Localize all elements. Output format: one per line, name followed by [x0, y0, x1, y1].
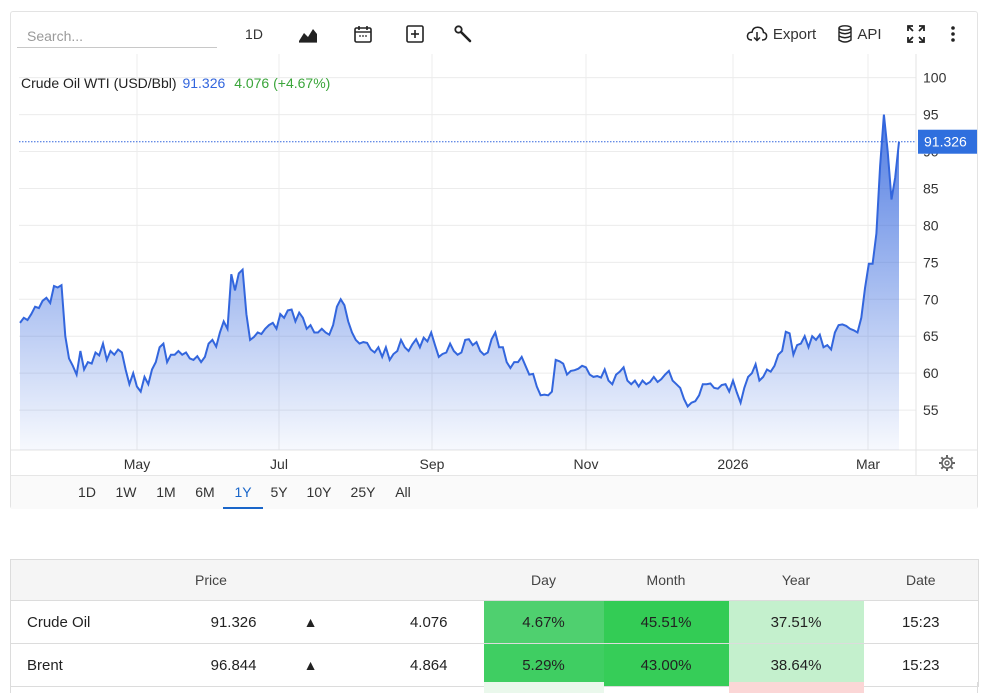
range-button-1y[interactable]: 1Y [234, 484, 252, 500]
legend-price: 91.326 [182, 75, 226, 91]
export-button[interactable]: Export [744, 22, 818, 46]
range-button-all[interactable]: All [395, 484, 411, 500]
range-button-10y[interactable]: 10Y [306, 484, 332, 500]
export-label: Export [772, 25, 817, 43]
range-selector: 1D 1W 1M 6M 1Y 5Y 10Y 25Y All [11, 475, 977, 509]
search-input[interactable] [17, 24, 217, 48]
header-month[interactable]: Month [603, 559, 729, 601]
header-arrow [270, 559, 351, 601]
commodity-price: 96.844 [150, 643, 271, 687]
month-change: 45.51% [603, 600, 729, 644]
range-button-1w[interactable]: 1W [115, 484, 137, 500]
api-button[interactable]: API [837, 22, 883, 46]
quote-date: 15:23 [863, 643, 979, 687]
y-tick-label: 75 [923, 254, 939, 270]
day-change: 4.67% [483, 600, 604, 644]
add-indicator-icon[interactable] [403, 22, 427, 46]
x-tick-label: Nov [574, 456, 599, 472]
last-price-label-bg [918, 129, 977, 154]
commodity-name[interactable]: Crude Oil [10, 600, 151, 644]
up-arrow-icon: ▲ [270, 643, 351, 687]
chart-card: 1D Export API 556065707580859095 [10, 11, 978, 509]
y-tick-label: 70 [923, 291, 939, 307]
chart-settings-icon[interactable] [939, 455, 955, 471]
range-button-1m[interactable]: 1M [156, 484, 176, 500]
fullscreen-icon[interactable] [904, 22, 928, 46]
cloud-download-icon [746, 26, 768, 42]
more-options-icon[interactable] [943, 22, 963, 46]
legend-change: 4.076 (+4.67%) [234, 75, 331, 91]
y-tick-label: 100 [923, 70, 947, 86]
commodity-change: 4.864 [350, 643, 484, 687]
header-date[interactable]: Date [863, 559, 979, 601]
table-row[interactable]: Brent 96.844 ▲ 4.864 5.29% 43.00% 38.64%… [10, 643, 979, 687]
interval-button[interactable]: 1D [245, 26, 263, 42]
header-name [10, 559, 151, 601]
wrench-icon[interactable] [451, 22, 475, 46]
header-year[interactable]: Year [728, 559, 864, 601]
table-next-row-partial [10, 682, 978, 693]
chart-legend: Crude Oil WTI (USD/Bbl) 91.326 4.076 (+4… [21, 75, 330, 91]
range-button-25y[interactable]: 25Y [350, 484, 376, 500]
quote-date: 15:23 [863, 600, 979, 644]
day-change: 5.29% [483, 643, 604, 687]
x-tick-label: Jul [270, 456, 288, 472]
price-chart[interactable]: 556065707580859095100 MayJulSepNov2026Ma… [11, 12, 977, 475]
table-header-row: Price Day Month Year Date [10, 559, 979, 601]
header-day[interactable]: Day [483, 559, 604, 601]
y-tick-label: 65 [923, 328, 939, 344]
x-tick-label: May [124, 456, 150, 472]
y-tick-label: 55 [923, 402, 939, 418]
y-tick-label: 60 [923, 365, 939, 381]
calendar-icon[interactable] [351, 22, 375, 46]
x-tick-label: 2026 [717, 456, 748, 472]
last-price-label: 91.326 [924, 134, 967, 150]
quotes-table: Price Day Month Year Date Crude Oil 91.3… [10, 559, 979, 687]
database-icon [838, 25, 853, 43]
range-button-1d[interactable]: 1D [78, 484, 96, 500]
y-tick-label: 80 [923, 217, 939, 233]
y-tick-label: 85 [923, 180, 939, 196]
range-active-indicator [223, 507, 263, 509]
commodity-change: 4.076 [350, 600, 484, 644]
price-line [19, 114, 900, 409]
chart-type-icon[interactable] [296, 22, 320, 46]
year-change: 37.51% [728, 600, 864, 644]
table-row[interactable]: Crude Oil 91.326 ▲ 4.076 4.67% 45.51% 37… [10, 600, 979, 644]
header-change [350, 559, 484, 601]
month-change: 43.00% [603, 643, 729, 687]
api-label: API [857, 25, 882, 43]
y-tick-label: 95 [923, 107, 939, 123]
header-price[interactable]: Price [150, 559, 271, 601]
year-change: 38.64% [728, 643, 864, 687]
x-tick-label: Sep [420, 456, 445, 472]
up-arrow-icon: ▲ [270, 600, 351, 644]
commodity-name[interactable]: Brent [10, 643, 151, 687]
commodity-price: 91.326 [150, 600, 271, 644]
range-button-5y[interactable]: 5Y [270, 484, 288, 500]
legend-name: Crude Oil WTI (USD/Bbl) [21, 75, 177, 91]
price-area [20, 114, 899, 450]
range-button-6m[interactable]: 6M [195, 484, 215, 500]
x-tick-label: Mar [856, 456, 880, 472]
